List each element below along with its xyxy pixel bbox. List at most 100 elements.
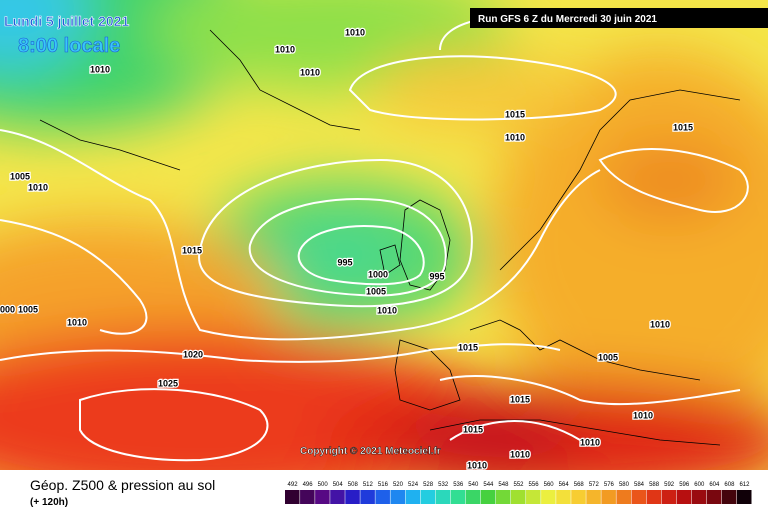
isobar-label: 1005 <box>598 352 618 362</box>
colorbar-tick-label: 568 <box>574 482 585 488</box>
colorbar-cell <box>691 490 707 504</box>
isobar-label: 1010 <box>633 410 653 420</box>
colorbar: 492 496 500 504 508 512 516 520 524 528 532 536 540 5… <box>285 482 752 504</box>
colorbar-tick-label: 532 <box>438 482 449 488</box>
colorbar-cell <box>510 490 526 504</box>
colorbar-cell <box>631 490 647 504</box>
colorbar-tick-label: 524 <box>408 482 419 488</box>
isobar-label: 1015 <box>505 109 525 119</box>
colorbar-tick-label: 604 <box>709 482 720 488</box>
isobar-label: 1020 <box>183 349 203 359</box>
colorbar-cell <box>330 490 345 504</box>
colorbar-cell <box>706 490 722 504</box>
colorbar-tick-label: 540 <box>468 482 479 488</box>
colorbar-cell <box>405 490 421 504</box>
colorbar-tick-label: 504 <box>333 482 344 488</box>
colorbar-tick-label: 500 <box>318 482 329 488</box>
isobar-label: 1010 <box>275 44 295 54</box>
isobar-label: 1010 <box>467 460 487 470</box>
isobar-label: 1010 <box>505 132 525 142</box>
colorbar-tick-label: 556 <box>529 482 540 488</box>
colorbar-cell <box>646 490 662 504</box>
colorbar-cell <box>300 490 315 504</box>
colorbar-tick-label: 536 <box>453 482 464 488</box>
colorbar-tick-label: 576 <box>604 482 615 488</box>
isobar-label: 1015 <box>510 394 530 404</box>
colorbar-cell <box>616 490 631 504</box>
colorbar-cell <box>420 490 436 504</box>
isobar-label: 1015 <box>673 122 693 132</box>
colorbar-cell <box>390 490 406 504</box>
isobar-label: 1010 <box>580 437 600 447</box>
run-info: Run GFS 6 Z du Mercredi 30 juin 2021 <box>478 14 657 25</box>
isobar-label: 1010 <box>510 449 530 459</box>
colorbar-cell <box>586 490 601 504</box>
isobar-label: 1000 <box>368 269 388 279</box>
colorbar-tick-label: 516 <box>378 482 389 488</box>
colorbar-tick-label: 544 <box>483 482 494 488</box>
colorbar-cell <box>661 490 677 504</box>
colorbar-cell <box>676 490 692 504</box>
colorbar-cell <box>435 490 451 504</box>
colorbar-tick-label: 496 <box>303 482 314 488</box>
lead-time: (+ 120h) <box>30 497 68 508</box>
isobar-label: 1005 <box>10 171 30 181</box>
colorbar-cell <box>541 490 556 504</box>
map-title: Géop. Z500 & pression au sol <box>30 477 215 493</box>
colorbar-cell <box>721 490 737 504</box>
colorbar-cell <box>601 490 616 504</box>
isobar-labels: 1010101010101010101510101015100510101015… <box>0 26 694 472</box>
colorbar-tick-label: 592 <box>664 482 675 488</box>
colorbar-cell <box>526 490 541 504</box>
colorbar-cell <box>450 490 466 504</box>
colorbar-tick-label: 512 <box>363 482 374 488</box>
isobar-label: 995 <box>337 257 352 267</box>
colorbar-tick-label: 552 <box>513 482 524 488</box>
isobar-label: 1010 <box>377 305 397 315</box>
isobar-label: 1010 <box>67 317 87 327</box>
colorbar-tick-label: 580 <box>619 482 630 488</box>
copyright: Copyright © 2021 Meteociel.fr <box>300 446 441 457</box>
colorbar-cell <box>360 490 375 504</box>
forecast-time: 8:00 locale <box>18 35 120 57</box>
isobar-label: 1005 <box>18 304 38 314</box>
colorbar-cell <box>285 490 300 504</box>
colorbar-cell <box>465 490 481 504</box>
colorbar-cell <box>556 490 571 504</box>
colorbar-tick-label: 528 <box>423 482 434 488</box>
colorbar-tick-label: 584 <box>634 482 645 488</box>
isobar-label: 1005 <box>366 286 386 296</box>
colorbar-tick-label: 520 <box>393 482 404 488</box>
colorbar-tick-label: 564 <box>559 482 570 488</box>
forecast-date: Lundi 5 juillet 2021 <box>4 13 129 29</box>
isobar-label: 1010 <box>28 182 48 192</box>
colorbar-tick-label: 596 <box>679 482 690 488</box>
colorbar-tick-label: 572 <box>589 482 600 488</box>
colorbar-cell <box>345 490 360 504</box>
colorbar-tick-label: 560 <box>544 482 555 488</box>
colorbar-cell <box>736 490 752 504</box>
colorbar-cell <box>375 490 390 504</box>
isobar-label: 1010 <box>300 67 320 77</box>
colorbar-tick-label: 492 <box>288 482 299 488</box>
colorbar-tick-label: 600 <box>694 482 705 488</box>
isobar-label: 1015 <box>458 342 478 352</box>
colorbar-tick-label: 548 <box>498 482 509 488</box>
colorbar-tick-label: 588 <box>649 482 660 488</box>
run-box <box>470 8 768 28</box>
colorbar-tick-label: 508 <box>348 482 359 488</box>
isobar-label: 1010 <box>650 319 670 329</box>
colorbar-cell <box>315 490 330 504</box>
colorbar-cell <box>495 490 511 504</box>
colorbar-cell <box>480 490 496 504</box>
colorbar-tick-label: 612 <box>739 482 750 488</box>
isobar-label: 1000 <box>0 304 15 314</box>
colorbar-cell <box>571 490 586 504</box>
colorbar-tick-label: 608 <box>724 482 735 488</box>
coastlines <box>39 29 741 446</box>
isobars <box>0 15 749 462</box>
isobar-label: 1015 <box>182 245 202 255</box>
isobar-label: 995 <box>429 271 444 281</box>
